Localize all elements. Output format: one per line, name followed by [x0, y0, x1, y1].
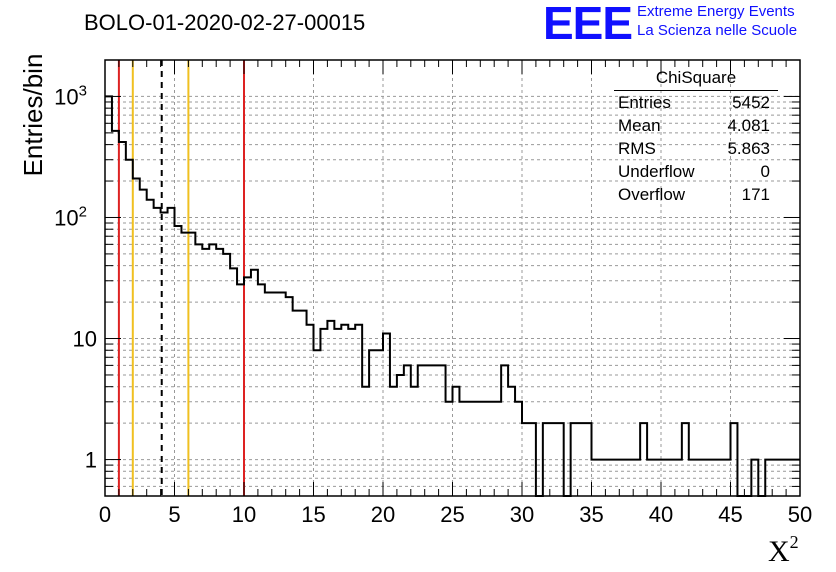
y-tick-label: 1 [85, 448, 97, 473]
x-tick-label: 40 [649, 502, 673, 527]
stat-label: RMS [618, 139, 656, 158]
stat-label: Mean [618, 116, 661, 135]
stats-rows: Entries 5452 Mean 4.081 RMS 5.863 Underflow 0 Ov… [612, 91, 778, 206]
y-tick-label: 10 [73, 327, 97, 352]
stat-value: 5.863 [727, 139, 770, 158]
stats-box: ChiSquare Entries 5452 Mean 4.081 RMS 5.863 Un… [612, 68, 778, 206]
logo-line-2: La Scienza nelle Scuole [637, 22, 798, 39]
logo-line-1: Extreme Energy Events [637, 3, 795, 20]
x-tick-label: 15 [301, 502, 325, 527]
x-axis-label-base: X [768, 535, 790, 568]
x-tick-label: 50 [788, 502, 812, 527]
x-axis-label-sup: 2 [789, 532, 799, 552]
stat-row: Overflow 171 [612, 183, 778, 206]
stat-row: Mean 4.081 [612, 114, 778, 137]
x-tick-label: 35 [579, 502, 603, 527]
x-tick-label: 5 [168, 502, 180, 527]
x-tick-label: 30 [510, 502, 534, 527]
y-tick-label: 103 [54, 82, 87, 109]
stat-label: Underflow [618, 162, 695, 181]
x-axis-label: X2 [768, 532, 799, 569]
x-tick-label: 20 [371, 502, 395, 527]
stat-label: Overflow [618, 185, 686, 204]
stat-value: 0 [760, 162, 770, 181]
stat-value: 4.081 [727, 116, 770, 135]
stats-title: ChiSquare [614, 68, 778, 91]
x-tick-label: 0 [99, 502, 111, 527]
stat-value: 5452 [732, 93, 770, 112]
x-tick-label: 10 [232, 502, 256, 527]
chart-title: BOLO-01-2020-02-27-00015 [84, 10, 366, 35]
x-tick-label: 25 [440, 502, 464, 527]
stat-value: 171 [741, 185, 770, 204]
stat-row: RMS 5.863 [612, 137, 778, 160]
y-tick-exponent: 2 [79, 203, 87, 220]
stat-label: Entries [618, 93, 671, 112]
x-tick-label: 45 [718, 502, 742, 527]
eee-logo: EEE [543, 0, 633, 49]
histogram-series [105, 95, 800, 497]
y-tick-exponent: 3 [79, 82, 87, 99]
y-tick-label: 102 [54, 203, 87, 230]
stat-row: Underflow 0 [612, 160, 778, 183]
stat-row: Entries 5452 [612, 91, 778, 114]
